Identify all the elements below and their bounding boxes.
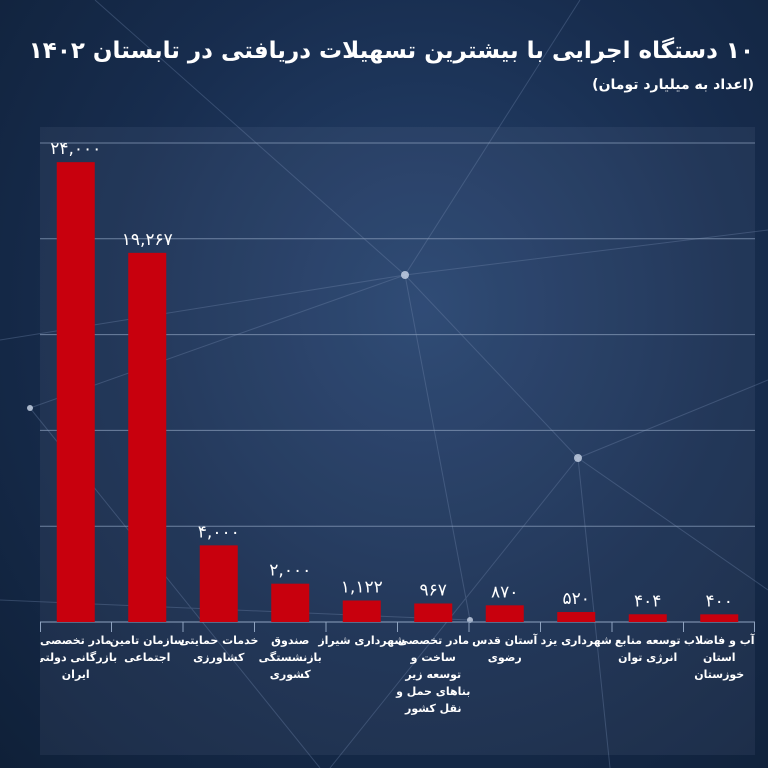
category-label: ساخت و — [410, 651, 456, 664]
category-label: خدمات حمایتی — [179, 634, 258, 647]
data-label: ۲,۰۰۰ — [269, 561, 311, 581]
data-label: ۴,۰۰۰ — [198, 522, 240, 542]
bar — [128, 252, 167, 622]
category-label: ایران — [62, 668, 90, 681]
category-label: کشاورزی — [193, 651, 245, 664]
category-label: شهرداری شیراز — [317, 634, 405, 647]
bar — [485, 605, 524, 622]
chart-title: ۱۰ دستگاه اجرایی با بیشترین تسهیلات دریا… — [28, 38, 754, 64]
category-label: مادر تخصصی — [397, 634, 469, 647]
category-label: توسعه زیر — [404, 668, 461, 681]
bar — [199, 545, 238, 622]
category-label: آستان قدس — [472, 633, 537, 647]
category-label: اجتماعی — [124, 651, 170, 664]
category-label: خوزستان — [694, 668, 744, 681]
category-label: بازرگانی دولتی — [40, 651, 117, 664]
category-label: نقل کشور — [404, 702, 462, 715]
category-label: آب و فاضلاب — [684, 633, 755, 647]
bar — [557, 612, 596, 622]
bar — [271, 583, 310, 622]
category-label: رضوی — [488, 651, 522, 664]
bar — [414, 603, 453, 622]
data-label: ۴۰۴ — [634, 591, 661, 611]
category-label: شهرداری یزد — [541, 634, 612, 647]
category-label: انرژی توان — [618, 651, 677, 664]
category-label: مادر تخصصی — [40, 634, 112, 647]
data-label: ۸۷۰ — [491, 582, 518, 602]
category-label: سازمان تامین — [110, 634, 185, 647]
bar — [700, 614, 739, 622]
data-label: ۱,۱۲۲ — [341, 578, 383, 598]
data-label: ۵۲۰ — [563, 589, 590, 609]
category-label: توسعه منابع — [615, 634, 681, 647]
data-label: ۱۹,۲۶۷ — [122, 230, 173, 250]
category-label: کشوری — [270, 668, 312, 681]
data-label: ۲۴,۰۰۰ — [50, 139, 101, 159]
chart-subtitle: (اعداد به میلیارد تومان) — [592, 77, 754, 93]
data-label: ۴۰۰ — [706, 591, 733, 611]
bar — [342, 600, 381, 622]
chart-panel: ۲۴,۰۰۰ مادر تخصصی بازرگانی دولتی ایران ۱۹,۲۶… — [40, 127, 755, 755]
bar — [56, 162, 95, 622]
data-label: ۹۶۷ — [420, 580, 447, 600]
category-label: صندوق — [271, 634, 309, 647]
bar — [628, 614, 667, 622]
category-label: بناهای حمل و — [395, 685, 470, 698]
bar-chart: ۲۴,۰۰۰ مادر تخصصی بازرگانی دولتی ایران ۱۹,۲۶… — [40, 139, 755, 715]
category-label: بازنشستگی — [259, 651, 322, 664]
category-label: استان — [703, 651, 736, 664]
